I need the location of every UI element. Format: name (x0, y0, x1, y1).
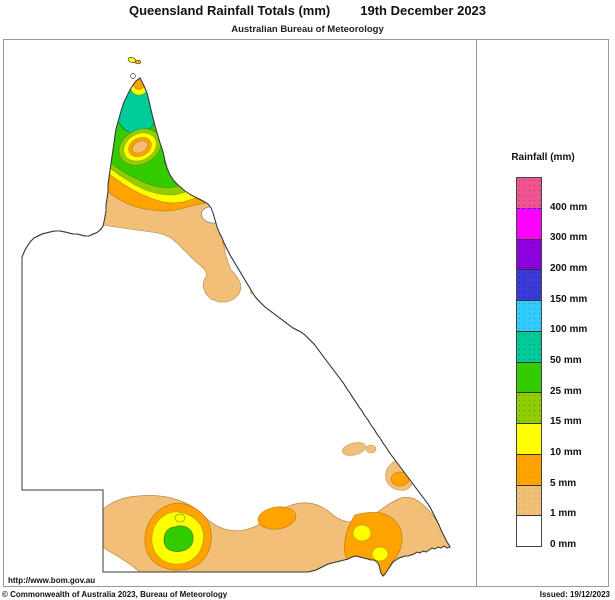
rainfall-core-yellow-southeast-1 (352, 524, 372, 542)
legend-swatch-50mm (517, 330, 541, 362)
rainfall-core-yellow-southeast-2 (371, 546, 389, 562)
rainfall-blob-tan-a (341, 442, 367, 456)
queensland-rainfall-svg (21, 57, 451, 577)
legend-label-200mm: 200 mm (550, 263, 588, 274)
rainfall-dot-yellow-island (174, 513, 186, 523)
page-date: 19th December 2023 (360, 3, 487, 18)
island-torres-strait-2 (134, 59, 142, 65)
page-subtitle: Australian Bureau of Meteorology (231, 24, 384, 35)
legend-swatch-100mm (517, 300, 541, 331)
legend-label-25mm: 25 mm (550, 386, 582, 397)
legend-swatch-25mm (517, 361, 541, 393)
legend-label-5mm: 5 mm (550, 478, 577, 489)
legend-label-1mm: 1 mm (550, 508, 577, 519)
page-title: Queensland Rainfall Totals (mm) (128, 3, 331, 18)
island-torres-strait-3 (130, 73, 136, 79)
rainfall-blob-tan-b (365, 444, 377, 454)
legend-swatch-400mm (517, 178, 541, 208)
legend-swatch-15mm (517, 392, 541, 423)
copyright-text: © Commonwealth of Australia 2023, Bureau… (2, 590, 228, 599)
legend-title: Rainfall (mm) (511, 152, 575, 163)
rainfall-region-orange-southeast (343, 511, 403, 576)
legend-color-bar (516, 177, 542, 547)
rainfall-spot-teal-3 (201, 182, 213, 190)
issued-date-text: Issued: 19/12/2023 (539, 590, 610, 599)
header: Queensland Rainfall Totals (mm) 19th Dece… (0, 2, 615, 35)
queensland-outline (21, 77, 451, 577)
legend-label-300mm: 300 mm (550, 232, 588, 243)
legend-swatch-10mm (517, 423, 541, 454)
queensland-coastline-stroke (21, 77, 451, 577)
rainfall-blob-orange-midsouth (257, 506, 297, 530)
legend-swatch-200mm (517, 238, 541, 270)
rainfall-spot-teal-2 (190, 171, 202, 179)
legend-label-10mm: 10 mm (550, 447, 582, 458)
rainfall-map (3, 39, 476, 588)
legend-swatch-0mm (517, 515, 541, 546)
legend-label-50mm: 50 mm (550, 355, 582, 366)
legend-swatch-5mm (517, 453, 541, 485)
legend-swatch-300mm (517, 207, 541, 239)
legend-label-0mm: 0 mm (550, 539, 577, 550)
bom-url-text: http://www.bom.gov.au (8, 576, 96, 585)
legend-swatch-150mm (517, 269, 541, 300)
legend-label-400mm: 400 mm (550, 202, 588, 213)
legend-label-150mm: 150 mm (550, 294, 588, 305)
rainfall-core-orange-blob-c (390, 471, 410, 487)
legend-label-100mm: 100 mm (550, 324, 588, 335)
legend-swatch-1mm (517, 484, 541, 516)
panel-divider (476, 39, 477, 587)
legend-label-15mm: 15 mm (550, 416, 582, 427)
rainfall-core-tan-dry-spot (132, 140, 148, 154)
